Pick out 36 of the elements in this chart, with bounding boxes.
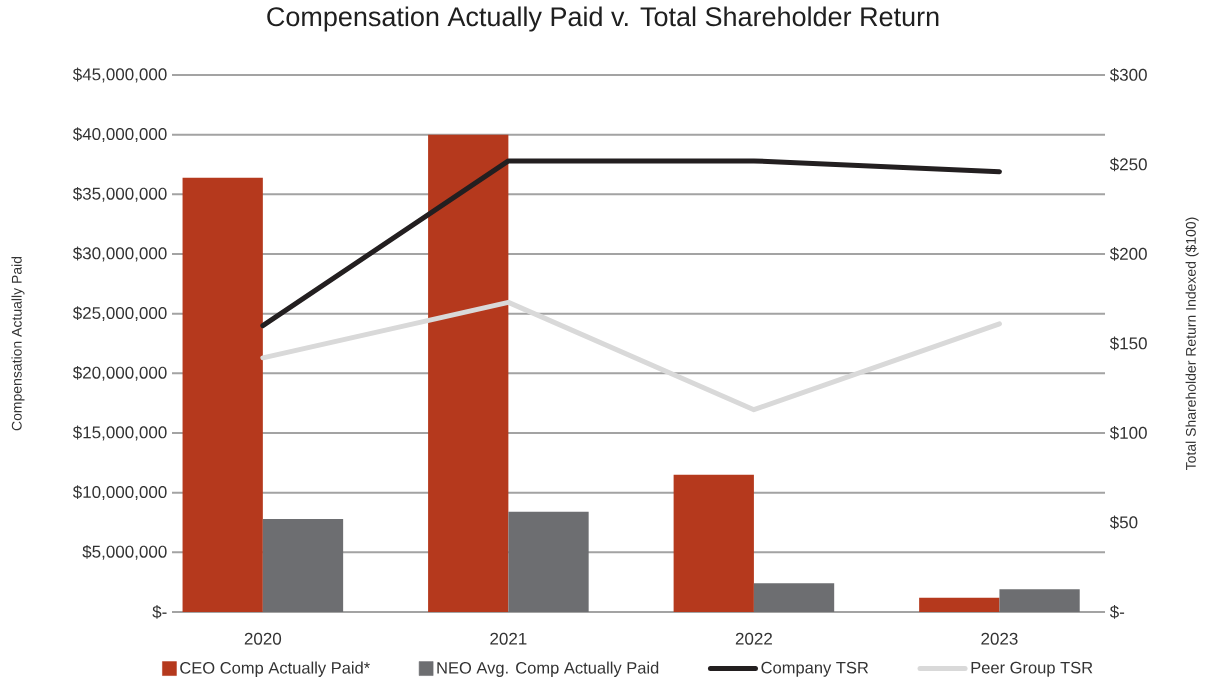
x-tick-label: 2021 <box>490 632 527 645</box>
y2-tick-label: $300 <box>1109 68 1147 82</box>
y-tick-label: $10,000,000 <box>72 485 167 501</box>
y2-tick-label: $200 <box>1109 247 1147 261</box>
bar <box>262 518 344 612</box>
y-tick-label: $35,000,000 <box>72 186 167 202</box>
bar <box>673 474 754 612</box>
y-axis-title: Compensation Actually Paid <box>11 256 25 431</box>
bar <box>753 583 835 612</box>
y-tick-label: $45,000,000 <box>72 67 167 83</box>
x-tick-label: 2022 <box>735 632 772 645</box>
y2-tick-label: $150 <box>1109 336 1147 351</box>
y2-tick-label: $100 <box>1109 426 1147 440</box>
bar <box>999 589 1080 612</box>
y-tick-label: $30,000,000 <box>72 246 167 262</box>
y-tick-label: $- <box>152 605 167 619</box>
y-tick-label: $20,000,000 <box>72 365 167 381</box>
y-tick-label: $25,000,000 <box>72 306 167 322</box>
y-tick-label: $5,000,000 <box>82 544 167 560</box>
y2-tick-label: $- <box>1109 605 1125 619</box>
y-tick-label: $15,000,000 <box>72 425 167 441</box>
y2-axis-title: Total Shareholder Return Indexed ($100) <box>1185 217 1199 471</box>
bar <box>508 511 589 612</box>
y2-tick-label: $50 <box>1109 515 1138 530</box>
legend-label: NEO Avg. Comp Actually Paid <box>437 661 659 677</box>
legend-label: CEO Comp Actually Paid* <box>180 661 370 677</box>
bar <box>919 597 1000 612</box>
x-tick-label: 2020 <box>244 632 282 645</box>
legend-label: Company TSR <box>761 661 869 677</box>
bar <box>428 134 509 612</box>
legend-label: Peer Group TSR <box>971 661 1093 677</box>
chart-title: Compensation Actually Paid v. Total Shareholder Return <box>267 6 939 32</box>
bar <box>182 177 263 612</box>
y-tick-label: $40,000,000 <box>72 127 167 143</box>
y2-tick-label: $250 <box>1109 157 1147 172</box>
x-tick-label: 2023 <box>981 632 1018 645</box>
